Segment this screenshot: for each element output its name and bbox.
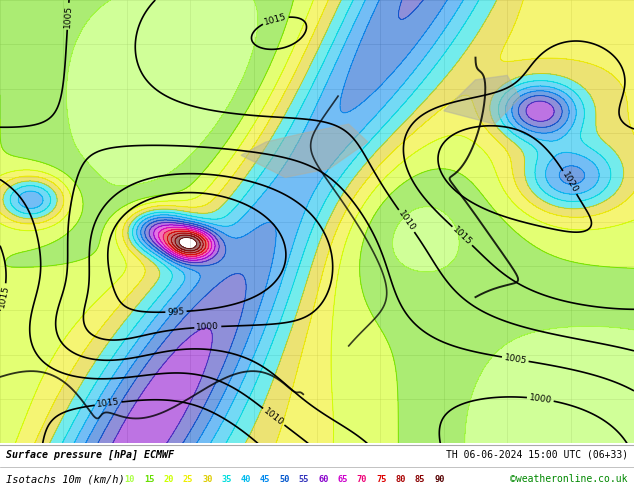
Text: 995: 995 [167, 307, 184, 317]
Text: 1000: 1000 [196, 322, 219, 332]
Polygon shape [241, 124, 368, 177]
Text: 1005: 1005 [503, 353, 527, 366]
Text: 80: 80 [396, 475, 406, 484]
Text: 10: 10 [125, 475, 135, 484]
Text: 90: 90 [434, 475, 444, 484]
Text: 1020: 1020 [560, 171, 579, 195]
Text: 45: 45 [260, 475, 271, 484]
Text: ©weatheronline.co.uk: ©weatheronline.co.uk [510, 474, 628, 484]
Text: 30: 30 [202, 475, 212, 484]
Text: 1010: 1010 [262, 406, 285, 427]
Text: 1015: 1015 [96, 397, 120, 409]
Text: 1005: 1005 [63, 4, 73, 28]
Text: 55: 55 [299, 475, 309, 484]
Text: 40: 40 [241, 475, 251, 484]
Text: 70: 70 [357, 475, 367, 484]
Text: 35: 35 [221, 475, 232, 484]
Text: 25: 25 [183, 475, 193, 484]
Text: TH 06-06-2024 15:00 UTC (06+33): TH 06-06-2024 15:00 UTC (06+33) [446, 450, 628, 460]
Text: Isotachs 10m (km/h): Isotachs 10m (km/h) [6, 474, 125, 484]
Text: Surface pressure [hPa] ECMWF: Surface pressure [hPa] ECMWF [6, 449, 174, 460]
Text: 85: 85 [415, 475, 425, 484]
Text: 1015: 1015 [451, 225, 474, 247]
Text: 60: 60 [318, 475, 328, 484]
Text: 75: 75 [376, 475, 387, 484]
Text: 1010: 1010 [396, 209, 417, 233]
Text: 1000: 1000 [528, 393, 552, 405]
Text: 65: 65 [337, 475, 348, 484]
Text: 50: 50 [280, 475, 290, 484]
Text: 15: 15 [144, 475, 155, 484]
Text: 20: 20 [164, 475, 174, 484]
Text: 1015: 1015 [0, 285, 10, 309]
Text: 1015: 1015 [263, 12, 288, 26]
Polygon shape [444, 75, 520, 124]
